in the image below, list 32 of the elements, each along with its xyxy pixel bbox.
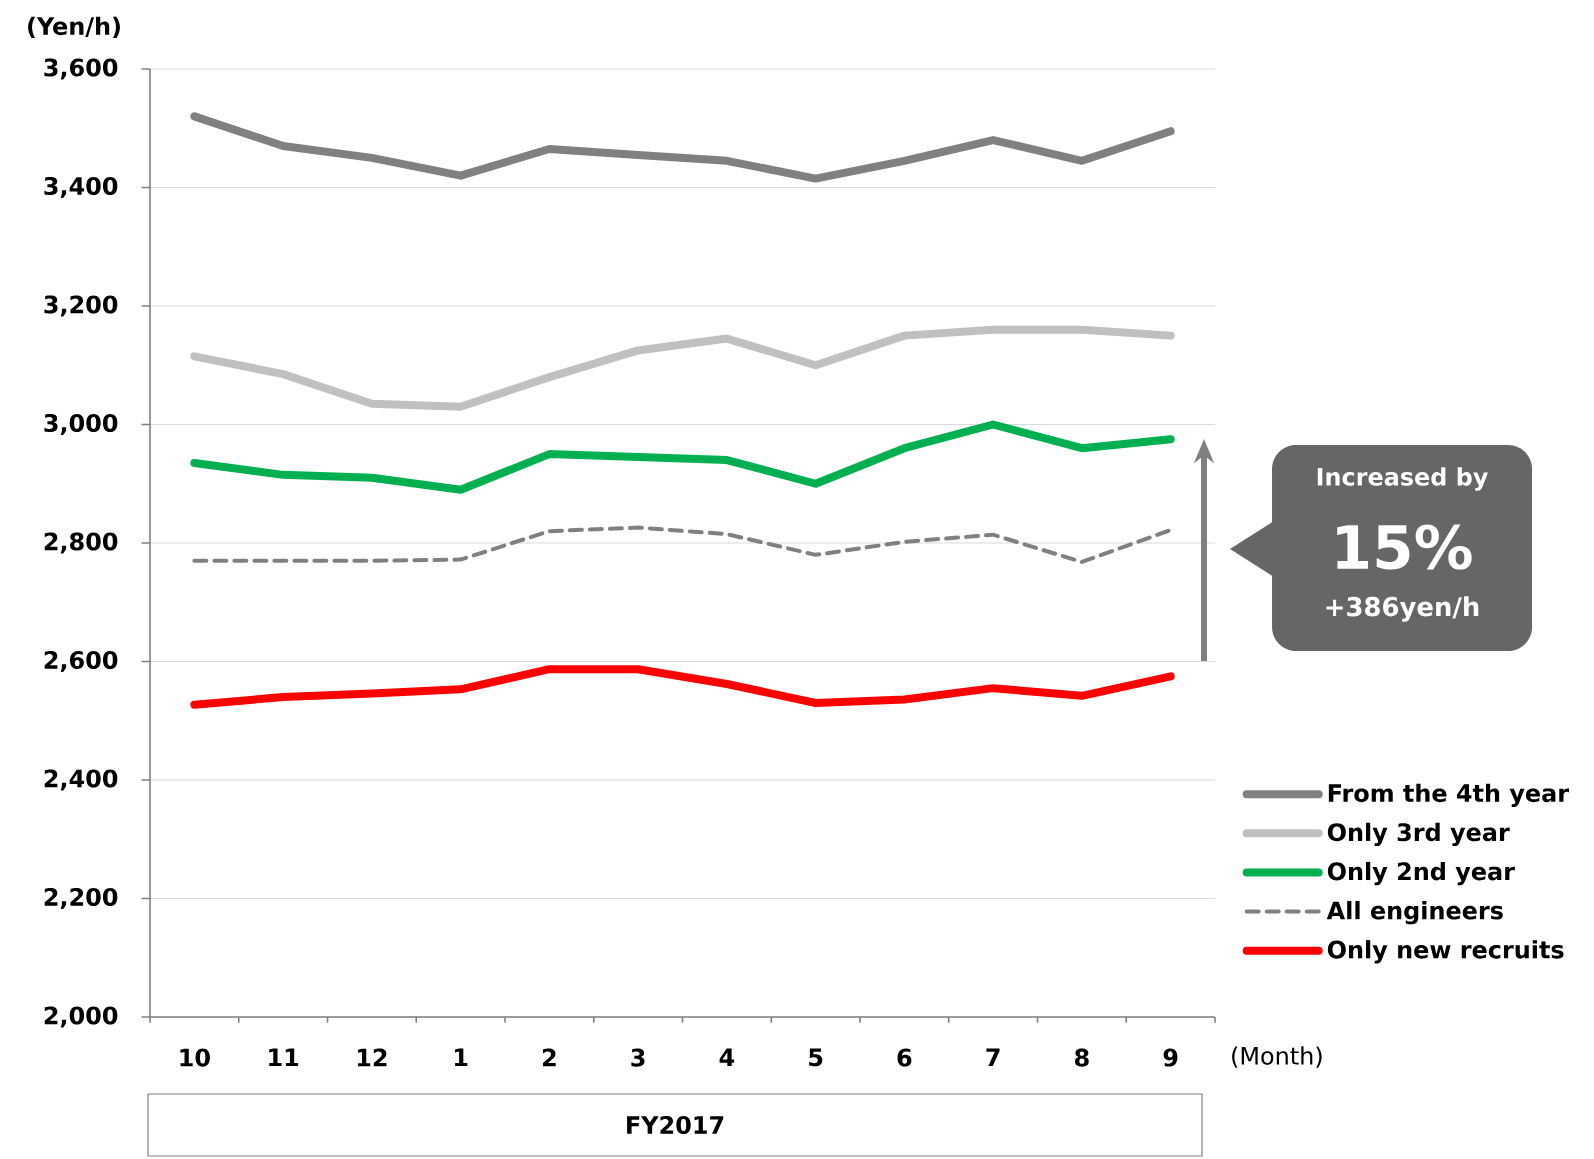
x-tick-label: 12: [357, 1048, 387, 1067]
y-axis-title: (Yen/h): [28, 16, 120, 38]
y-tick-label: 2,800: [44, 532, 118, 554]
legend-label: From the 4th year: [1328, 783, 1569, 807]
y-tick-label: 2,200: [44, 887, 118, 910]
y-tick-label: 2,000: [44, 1006, 118, 1028]
legend-label: Only 3rd year: [1327, 822, 1510, 847]
text: FY2017: [627, 1115, 724, 1135]
legend-label: Only 2nd year: [1327, 861, 1515, 886]
y-tick-label: 3,200: [44, 295, 118, 317]
legend-label: All engineers: [1326, 901, 1503, 925]
y-tick-label: 3,400: [44, 176, 118, 199]
x-tick-label: 5: [809, 1048, 823, 1067]
x-tick-label: 1: [455, 1048, 468, 1066]
x-tick-label: 10: [180, 1048, 210, 1067]
y-tick-label: 3,600: [44, 58, 118, 80]
x-tick-label: 3: [631, 1048, 645, 1067]
x-tick-label: 4: [719, 1048, 735, 1066]
y-tick-label: 2,600: [44, 650, 118, 673]
x-tick-label: 8: [1075, 1048, 1089, 1067]
x-tick-label: 7: [986, 1048, 1000, 1066]
legend-label: Only new recruits: [1327, 940, 1564, 964]
y-tick-label: 2,400: [44, 769, 118, 791]
x-tick-label: 9: [1163, 1048, 1178, 1067]
text: 15%: [1337, 524, 1472, 570]
x-tick-label: 11: [269, 1048, 299, 1066]
x-axis-title: (Month): [1232, 1046, 1322, 1068]
y-tick-label: 3,000: [44, 413, 118, 436]
x-tick-label: 2: [542, 1048, 556, 1067]
text: +386yen/h: [1326, 596, 1479, 622]
x-tick-label: 6: [897, 1048, 912, 1067]
text: Increased by: [1317, 467, 1488, 491]
